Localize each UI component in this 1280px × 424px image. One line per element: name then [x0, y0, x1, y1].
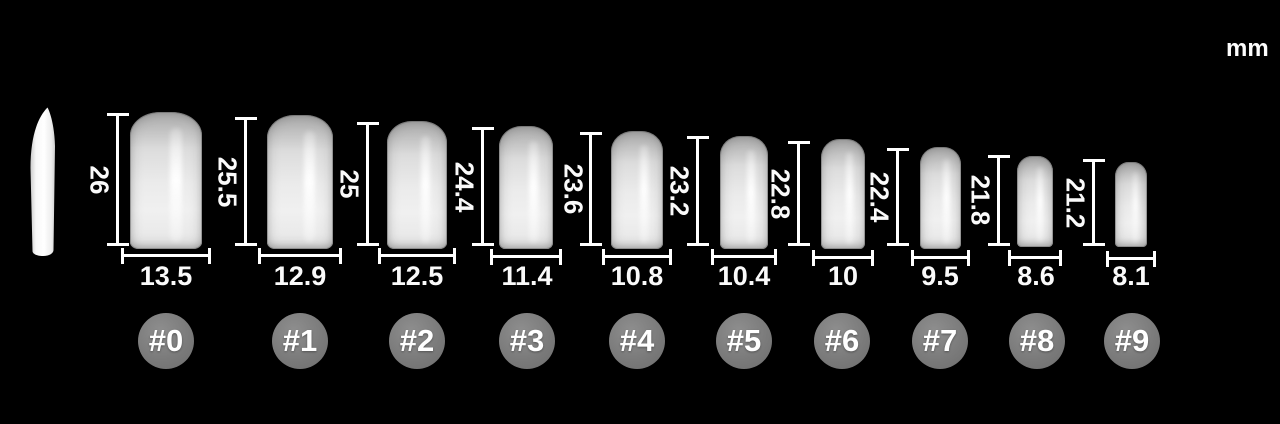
- height-value: 23.6: [558, 163, 589, 215]
- nail-tip: [267, 115, 333, 249]
- size-number: #0: [148, 323, 184, 358]
- nail-tip: [611, 131, 663, 249]
- nail-tip: [387, 121, 447, 249]
- nail-tip: [920, 147, 961, 249]
- height-dimension-line: [1092, 159, 1095, 246]
- size-number: #3: [509, 323, 545, 358]
- height-dimension-line: [589, 132, 592, 246]
- height-value: 22.8: [765, 168, 796, 220]
- height-value: 21.2: [1060, 177, 1091, 229]
- size-badge: #8: [1009, 313, 1065, 369]
- nail-tip: [720, 136, 768, 249]
- size-number: #5: [726, 323, 762, 358]
- height-dimension-line: [997, 155, 1000, 246]
- size-number: #6: [824, 323, 860, 358]
- size-number: #1: [282, 323, 318, 358]
- height-dimension-line: [797, 141, 800, 246]
- size-number: #8: [1019, 323, 1055, 358]
- width-dimension-line: [602, 255, 672, 258]
- width-dimension-line: [1008, 256, 1062, 259]
- size-badge: #3: [499, 313, 555, 369]
- height-dimension-line: [366, 122, 369, 246]
- size-badge: #1: [272, 313, 328, 369]
- size-badge: #4: [609, 313, 665, 369]
- width-dimension-line: [378, 254, 456, 257]
- height-dimension-line: [116, 113, 119, 246]
- size-badge: #6: [814, 313, 870, 369]
- width-value: 11.4: [501, 261, 553, 291]
- width-value: 13.5: [139, 261, 193, 291]
- height-value: 25: [334, 169, 365, 199]
- height-dimension-line: [896, 148, 899, 246]
- height-value: 24.4: [449, 161, 480, 213]
- height-dimension-line: [481, 127, 484, 246]
- nail-tip: [130, 112, 202, 249]
- width-value: 12.9: [273, 261, 327, 291]
- size-badge: #2: [389, 313, 445, 369]
- width-dimension-line: [911, 256, 970, 259]
- width-dimension-line: [711, 255, 777, 258]
- width-value: 8.6: [1017, 261, 1055, 291]
- nail-tip: [499, 126, 553, 249]
- nail-tip: [1115, 162, 1147, 247]
- width-dimension-line: [121, 254, 211, 257]
- width-value: 10: [827, 261, 859, 291]
- height-dimension-line: [696, 136, 699, 246]
- width-dimension-line: [812, 256, 874, 259]
- height-value: 25.5: [212, 156, 243, 208]
- unit-label: mm: [1226, 35, 1269, 62]
- width-value: 9.5: [921, 261, 959, 291]
- nail-tip: [821, 139, 865, 249]
- height-dimension-line: [244, 117, 247, 246]
- width-dimension-line: [490, 255, 562, 258]
- size-badge: #7: [912, 313, 968, 369]
- size-number: #9: [1114, 323, 1150, 358]
- width-value: 8.1: [1112, 261, 1150, 291]
- height-value: 21.8: [965, 174, 996, 226]
- nail-tip: [1017, 156, 1053, 247]
- height-value: 26: [84, 165, 115, 195]
- nail-side-profile: [30, 107, 55, 256]
- size-number: #7: [922, 323, 958, 358]
- height-value: 23.2: [664, 165, 695, 217]
- width-value: 10.4: [717, 261, 771, 291]
- width-dimension-line: [258, 254, 342, 257]
- width-dimension-line: [1106, 257, 1156, 260]
- size-badge: #5: [716, 313, 772, 369]
- size-badge: #9: [1104, 313, 1160, 369]
- size-number: #2: [399, 323, 435, 358]
- size-badge: #0: [138, 313, 194, 369]
- width-value: 10.8: [610, 261, 664, 291]
- side-nail-shape: [30, 107, 55, 256]
- width-value: 12.5: [390, 261, 444, 291]
- height-value: 22.4: [864, 171, 895, 223]
- size-number: #4: [619, 323, 655, 358]
